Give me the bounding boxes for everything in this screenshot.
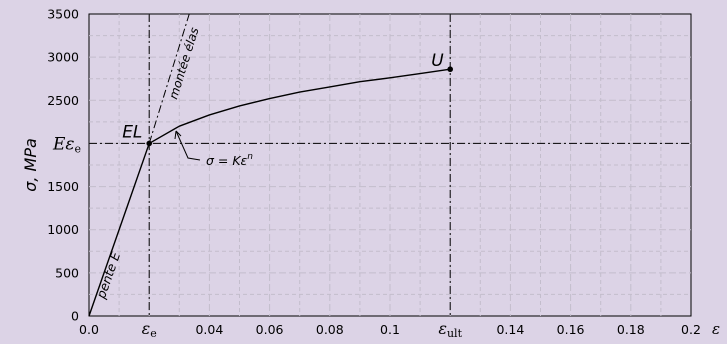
y-axis-label: σ, MPa bbox=[21, 138, 40, 192]
y-tick-label: 2500 bbox=[47, 93, 79, 108]
y-tick-label-special: Eεe bbox=[52, 134, 81, 155]
x-tick-label: 0.04 bbox=[195, 322, 223, 337]
y-tick-label: 3500 bbox=[47, 7, 79, 22]
series-group bbox=[88, 66, 454, 317]
reference-lines bbox=[89, 13, 691, 316]
point-label-el: EL bbox=[122, 122, 142, 142]
y-tick-label: 1500 bbox=[47, 179, 79, 194]
x-tick-label-special: εe bbox=[142, 319, 157, 340]
x-tick-label: 0.1 bbox=[380, 322, 400, 337]
equation-text: σ = Kε bbox=[206, 153, 248, 168]
x-tick-label: 0.08 bbox=[316, 322, 344, 337]
x-tick-label: 0.0 bbox=[79, 322, 99, 337]
y-tick-label: 0 bbox=[71, 309, 79, 324]
elastic-extension-line bbox=[148, 13, 190, 144]
x-tick-label: 0.18 bbox=[617, 322, 645, 337]
x-tick-symbol: ε bbox=[438, 319, 447, 338]
series-line-plastic bbox=[148, 68, 451, 145]
point-marker-u bbox=[447, 66, 454, 73]
equation-leader-arrow bbox=[174, 130, 182, 140]
x-tick-label: 0.2 bbox=[681, 322, 701, 337]
x-tick-label: 0.06 bbox=[256, 322, 284, 337]
series-line-elastic bbox=[88, 143, 150, 317]
x-axis-label: ε bbox=[712, 320, 720, 338]
point-label-u: U bbox=[431, 51, 444, 71]
tick-labels: 0.0 0.04 0.06 0.08 0.1 0.14 0.16 0.18 0.2εe εult0… bbox=[47, 7, 701, 341]
y-tick-label: 1000 bbox=[47, 222, 79, 237]
x-tick-symbol: ε bbox=[142, 319, 151, 338]
equation-annotation: σ = Kεn bbox=[206, 152, 253, 168]
y-tick-label: 3000 bbox=[47, 50, 79, 65]
point-marker-el bbox=[146, 140, 152, 147]
equation-exponent: n bbox=[247, 152, 253, 162]
x-tick-label: 0.16 bbox=[557, 322, 585, 337]
x-tick-label: 0.14 bbox=[496, 322, 524, 337]
x-tick-subscript: e bbox=[150, 327, 157, 340]
y-tick-label: 500 bbox=[55, 265, 79, 280]
equation-leader bbox=[175, 130, 201, 161]
x-tick-label-special: εult bbox=[438, 319, 462, 340]
y-tick-subscript: e bbox=[74, 142, 81, 155]
y-tick-symbol: Eε bbox=[52, 134, 75, 154]
x-tick-subscript: ult bbox=[447, 327, 463, 340]
